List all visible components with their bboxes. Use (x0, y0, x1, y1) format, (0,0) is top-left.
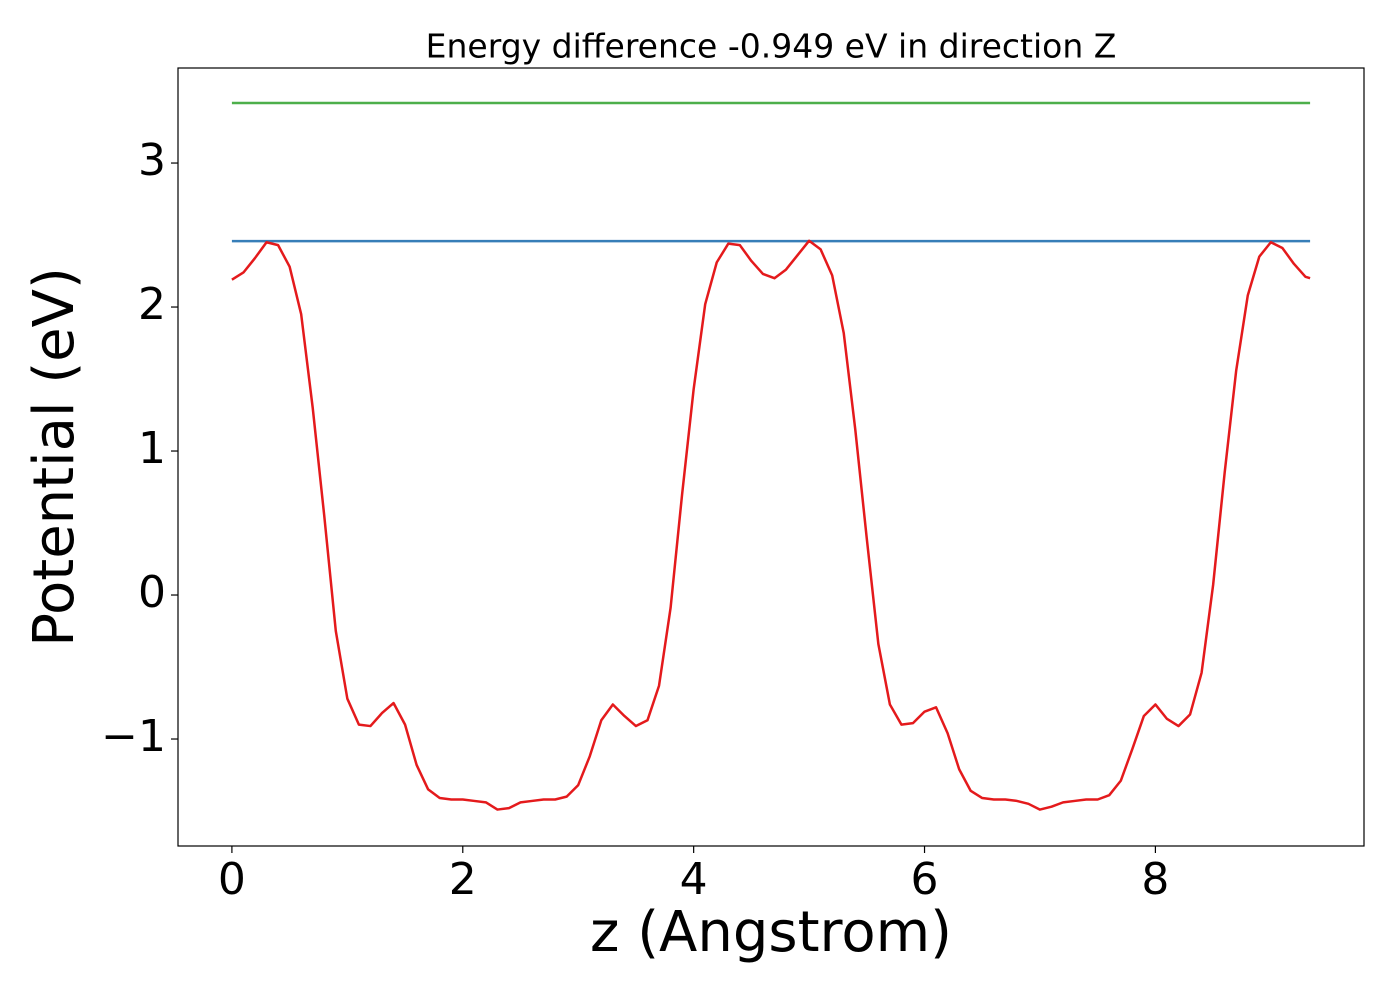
line-series (231, 239, 1311, 811)
x-axis-label: z (Angstrom) (590, 900, 952, 965)
plot-frame (177, 67, 1365, 847)
chart-title: Energy difference -0.949 eV in direction… (426, 27, 1117, 66)
y-tick-label: −1 (101, 711, 166, 762)
y-axis-label: Potential (eV) (22, 267, 87, 647)
y-tick-label: 2 (138, 279, 166, 330)
y-tick-label: 3 (138, 135, 166, 186)
x-tick-label: 6 (911, 854, 939, 905)
x-tick-label: 8 (1141, 854, 1169, 905)
y-tick-label: 1 (138, 423, 166, 474)
x-tick-label: 4 (680, 854, 708, 905)
y-tick-label: 0 (138, 567, 166, 618)
x-tick-label: 2 (449, 854, 477, 905)
x-tick-label: 0 (218, 854, 246, 905)
